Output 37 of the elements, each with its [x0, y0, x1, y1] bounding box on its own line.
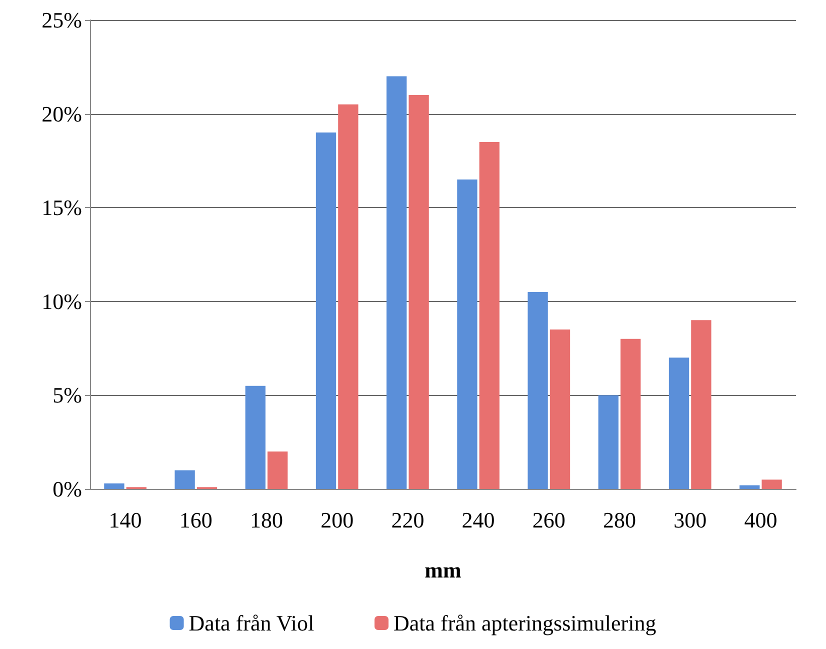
- x-tick-label: 300: [674, 508, 707, 532]
- bar: [245, 386, 266, 489]
- bar: [338, 104, 358, 489]
- y-tick-label: 5%: [52, 382, 82, 408]
- bar: [762, 480, 782, 489]
- bar: [386, 76, 407, 489]
- bar: [268, 451, 288, 489]
- bar: [740, 485, 760, 489]
- bar: [668, 358, 690, 489]
- bar: [620, 338, 641, 489]
- x-tick-label: 140: [108, 508, 142, 532]
- y-tick-label: 25%: [42, 8, 82, 32]
- y-tick-label: 10%: [42, 288, 82, 314]
- x-tick-label: 220: [391, 508, 424, 532]
- legend-label: Data från apteringssimulering: [394, 610, 656, 636]
- x-tick-label: 180: [250, 508, 283, 532]
- bar: [550, 330, 570, 489]
- bar: [316, 132, 336, 489]
- bar: [104, 483, 124, 489]
- x-tick-label: 280: [603, 508, 636, 532]
- y-tick-label: 0%: [52, 476, 82, 502]
- bar: [457, 179, 478, 489]
- x-axis-title: mm: [424, 558, 462, 582]
- bar: [479, 142, 500, 489]
- bar: [691, 320, 712, 489]
- bar: [598, 395, 618, 489]
- legend-label: Data från Viol: [188, 610, 314, 636]
- bar: [174, 470, 195, 489]
- y-tick-label: 15%: [42, 195, 82, 220]
- x-tick-label: 260: [532, 508, 566, 532]
- bar: [408, 95, 429, 489]
- y-tick-label: 20%: [42, 101, 82, 126]
- x-tick-label: 240: [462, 508, 495, 532]
- x-tick-label: 160: [179, 508, 212, 532]
- x-tick-label: 400: [744, 508, 778, 532]
- bar: [528, 292, 548, 489]
- x-tick-label: 200: [320, 508, 354, 532]
